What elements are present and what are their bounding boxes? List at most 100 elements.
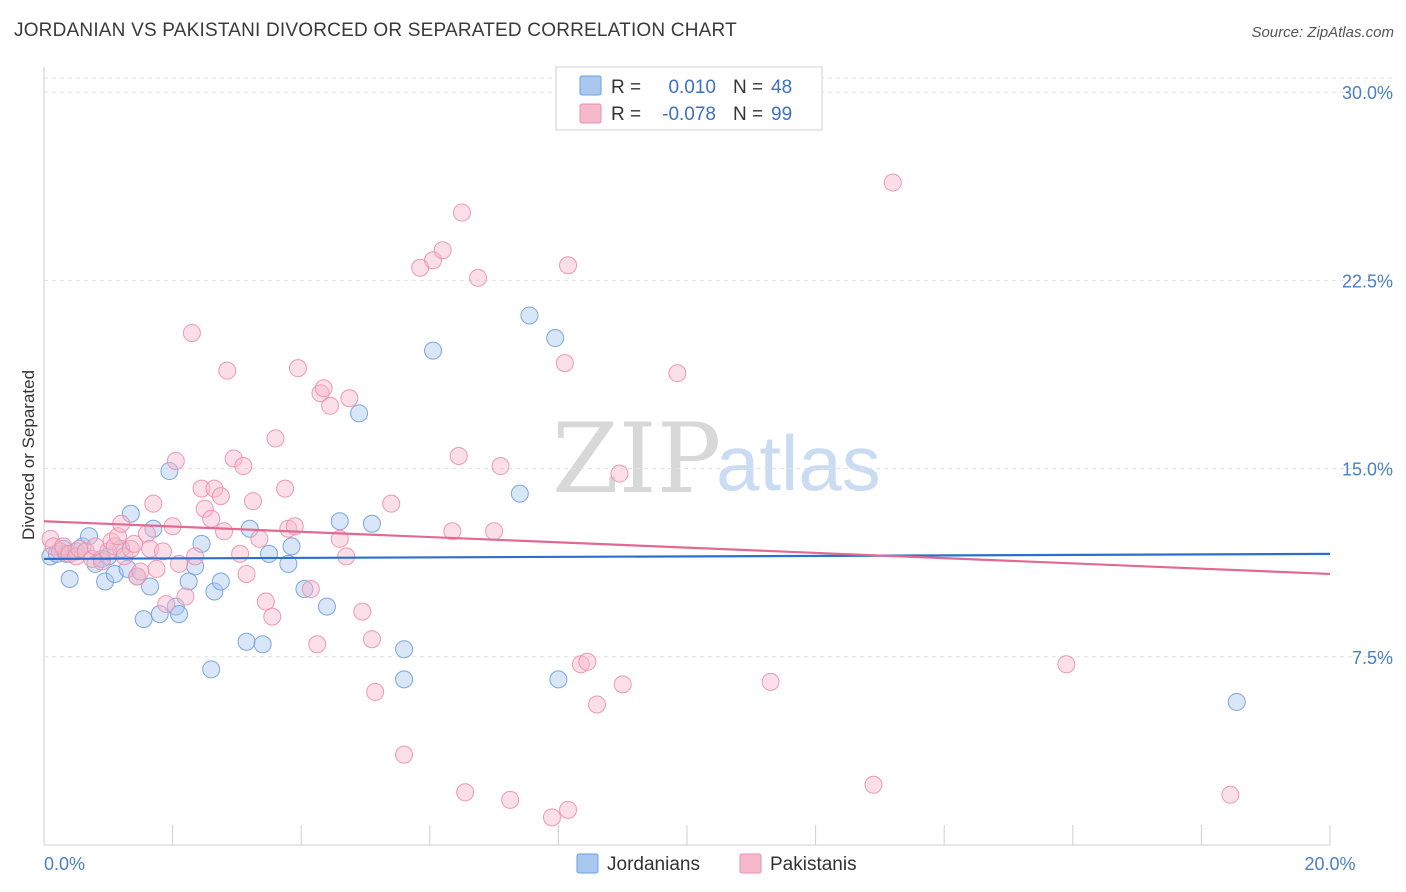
data-point [546,329,565,348]
data-point [137,524,156,543]
source-attribution: Source: ZipAtlas.com [1251,24,1394,41]
data-point [433,241,452,260]
data-point [237,564,256,583]
data-point [80,527,99,546]
data-points [41,173,1246,827]
data-point [92,552,111,571]
series-legend-label-pakistanis: Pakistanis [770,854,857,875]
data-point [115,547,134,566]
data-point [179,572,198,591]
data-point [337,547,356,566]
data-point [362,514,381,533]
data-point [382,494,401,513]
y-tick-label: 30.0% [1342,83,1393,103]
legend-r-label-0: R = [611,77,641,98]
data-point [205,479,224,498]
data-point [485,522,504,541]
chart-title: JORDANIAN VS PAKISTANI DIVORCED OR SEPAR… [14,20,737,41]
data-point [211,487,230,506]
data-point [170,605,189,624]
data-point [202,660,221,679]
data-point [366,682,385,701]
data-point [559,800,578,819]
legend-n-value-0: 48 [771,77,792,98]
trend-line-jordanians [43,552,1331,560]
data-point [520,306,539,325]
legend-r-label-1: R = [611,104,641,125]
data-point [510,484,529,503]
series-points-jordanians [41,306,1246,711]
data-point [202,509,221,528]
data-point [182,324,201,343]
data-point [243,492,262,511]
stats-legend: R = 0.010 N = 48 R = -0.078 N = 99 [555,66,823,131]
trend-lines [43,520,1331,576]
legend-r-value-1: -0.078 [662,104,716,125]
data-point [587,695,606,714]
data-point [395,745,414,764]
data-point [449,447,468,465]
data-point [288,359,307,378]
data-point [128,567,147,586]
data-point [317,597,336,616]
data-point [224,449,243,468]
data-point [134,610,153,629]
data-point [469,268,488,287]
data-point [150,605,169,624]
x-tick-label: 0.0% [44,854,85,874]
data-point [144,494,163,513]
watermark-zip: ZIP [552,403,721,515]
data-point [170,554,189,573]
series-legend-swatch-jordanians [576,853,599,874]
data-point [186,547,205,566]
data-point [279,554,298,573]
data-point [205,582,224,601]
data-point [301,580,320,599]
legend-swatch-pakistanis [579,103,602,124]
data-point [395,670,414,689]
data-point [54,537,73,556]
watermark-atlas: atlas [716,419,881,507]
x-tick-label: 20.0% [1304,854,1355,874]
data-point [153,542,172,561]
series-legend-label-jordanians: Jordanians [607,854,700,875]
y-tick-label: 22.5% [1342,271,1393,291]
data-point [160,462,179,481]
legend-n-label-1: N = [733,104,763,125]
data-point [501,790,520,809]
data-point [883,173,902,192]
data-point [237,632,256,651]
data-point [1221,785,1240,804]
legend-n-label-0: N = [733,77,763,98]
data-point [218,361,237,380]
data-point [60,569,79,588]
data-point [424,251,443,270]
data-point [555,354,574,373]
data-point [231,544,250,563]
data-point [452,203,471,222]
data-point [256,592,275,611]
data-point [253,635,272,654]
data-point [195,499,214,518]
data-point [761,672,780,691]
data-point [443,522,462,541]
y-tick-label: 7.5% [1352,648,1393,668]
data-point [121,504,140,523]
data-point [311,384,330,403]
data-point [263,607,282,626]
data-point [96,572,115,591]
data-point [295,580,314,599]
data-point [76,542,95,561]
data-point [491,457,510,476]
data-point [147,559,166,578]
y-tick-label: 15.0% [1342,460,1393,480]
data-point [308,635,327,654]
data-point [105,537,124,556]
data-point [266,429,285,448]
data-point [141,577,160,596]
data-point [282,537,301,556]
data-point [610,464,629,483]
data-point [192,479,211,498]
data-point [1057,655,1076,674]
data-point [864,775,883,794]
